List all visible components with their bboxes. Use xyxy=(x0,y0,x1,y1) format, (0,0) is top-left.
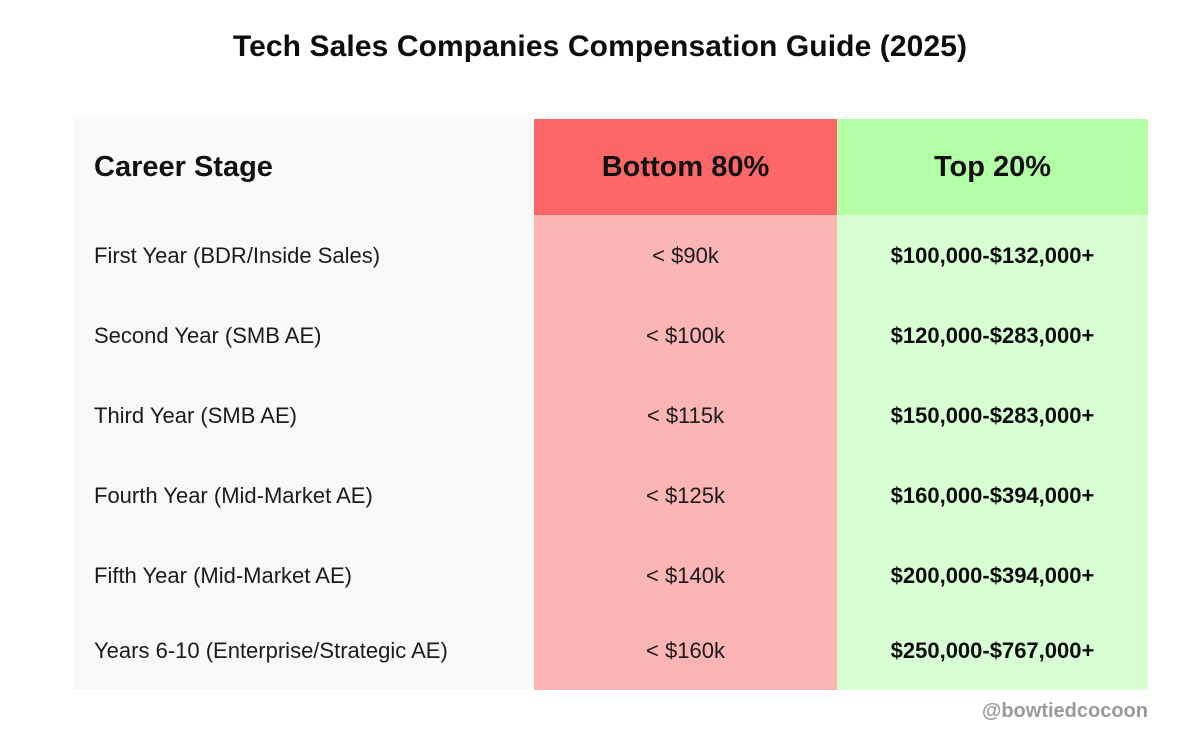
bottom-80-cell: < $100k xyxy=(646,323,725,348)
bottom-80-cell: < $160k xyxy=(646,638,725,663)
top-20-cell: $120,000-$283,000+ xyxy=(890,323,1095,348)
page-title: Tech Sales Companies Compensation Guide … xyxy=(232,30,968,63)
author-watermark: @bowtiedcocoon xyxy=(981,700,1148,722)
top-20-header: Top 20% xyxy=(837,119,1148,215)
career-stage-column: Career Stage First Year (BDR/Inside Sale… xyxy=(73,119,534,690)
bottom-80-cell: < $125k xyxy=(646,483,725,508)
career-stage-header: Career Stage xyxy=(94,150,273,183)
top-20-cell: $200,000-$394,000+ xyxy=(890,563,1095,588)
top-20-cell: $150,000-$283,000+ xyxy=(890,403,1095,428)
bottom-80-cell: < $140k xyxy=(646,563,725,588)
top-20-column: Top 20% $100,000-$132,000+ $120,000-$283… xyxy=(837,119,1148,690)
compensation-table: Career Stage First Year (BDR/Inside Sale… xyxy=(73,119,1148,690)
top-20-cell: $100,000-$132,000+ xyxy=(890,243,1095,268)
career-stage-cell: Second Year (SMB AE) xyxy=(94,323,322,348)
career-stage-cell: Fifth Year (Mid-Market AE) xyxy=(94,563,352,588)
top-20-cell: $250,000-$767,000+ xyxy=(890,638,1095,663)
bottom-80-cell: < $115k xyxy=(646,403,725,428)
career-stage-cell: First Year (BDR/Inside Sales) xyxy=(94,243,381,268)
bottom-80-header: Bottom 80% xyxy=(534,119,837,215)
career-stage-cell: Fourth Year (Mid-Market AE) xyxy=(94,483,373,508)
top-20-cell: $160,000-$394,000+ xyxy=(890,483,1095,508)
career-stage-cell: Years 6-10 (Enterprise/Strategic AE) xyxy=(94,638,448,663)
bottom-80-column: Bottom 80% < $90k < $100k < $115k < $125… xyxy=(534,119,837,690)
bottom-80-cell: < $90k xyxy=(652,243,719,268)
career-stage-cell: Third Year (SMB AE) xyxy=(94,403,297,428)
